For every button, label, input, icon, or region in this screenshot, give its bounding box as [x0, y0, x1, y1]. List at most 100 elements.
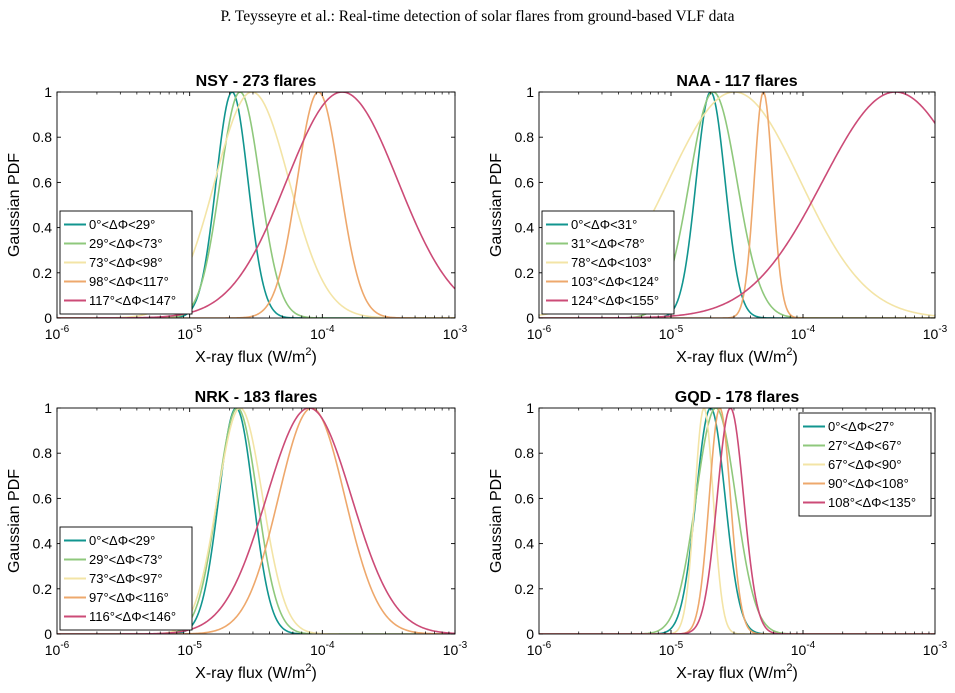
- x-tick-base: 10: [923, 326, 939, 342]
- x-tick-label: 10-3: [923, 324, 948, 342]
- y-tick-label: 0.2: [33, 581, 53, 597]
- x-tick-label: 10-4: [310, 324, 335, 342]
- legend-entry-3: 67°<ΔΦ<90°: [828, 457, 902, 472]
- legend-entry-5: 117°<ΔΦ<147°: [89, 293, 176, 308]
- x-tick-base: 10: [177, 326, 193, 342]
- y-tick-label: 0: [526, 310, 534, 326]
- x-tick-exponent: -6: [542, 640, 551, 651]
- series-line-4: [57, 92, 455, 318]
- x-axis-label-text-end: ): [793, 665, 798, 682]
- legend-entry-3: 78°<ΔΦ<103°: [571, 255, 652, 270]
- legend-entry-4: 103°<ΔΦ<124°: [571, 274, 659, 289]
- chart-title: NRK - 183 flares: [195, 389, 318, 406]
- x-axis-label-text-end: ): [793, 349, 798, 366]
- y-tick-label: 0.2: [515, 265, 535, 281]
- x-tick-label: 10-3: [443, 640, 468, 658]
- y-tick-label: 0.8: [515, 129, 535, 145]
- y-tick-label: 0: [526, 626, 534, 642]
- x-axis-label-text: X-ray flux (W/m: [676, 665, 786, 682]
- chart-title: NSY - 273 flares: [196, 73, 317, 90]
- x-tick-exponent: -5: [193, 640, 202, 651]
- x-tick-label: 10-4: [791, 324, 816, 342]
- x-tick-label: 10-4: [310, 640, 335, 658]
- x-axis-label-text: X-ray flux (W/m: [676, 349, 786, 366]
- legend: 0°<ΔΦ<27° 27°<ΔΦ<67° 67°<ΔΦ<90° 90°<ΔΦ<108°…: [798, 412, 932, 517]
- y-tick-label: 1: [44, 84, 52, 100]
- y-tick-label: 0.2: [33, 265, 53, 281]
- y-axis-label: Gaussian PDF: [6, 153, 23, 257]
- series-line-2: [539, 408, 935, 634]
- x-tick-base: 10: [923, 642, 939, 658]
- series-line-3: [57, 408, 455, 634]
- x-axis-label-superscript: 2: [786, 346, 792, 358]
- x-tick-label: 10-3: [443, 324, 468, 342]
- legend-entry-4: 90°<ΔΦ<108°: [828, 476, 909, 491]
- legend-entry-2: 29°<ΔΦ<73°: [89, 552, 163, 567]
- y-tick-label: 1: [526, 84, 534, 100]
- y-tick-label: 1: [526, 400, 534, 416]
- legend-entry-1: 0°<ΔΦ<29°: [89, 533, 155, 548]
- legend: 0°<ΔΦ<29° 29°<ΔΦ<73° 73°<ΔΦ<98° 98°<ΔΦ<117°…: [59, 210, 193, 315]
- legend-entry-5: 124°<ΔΦ<155°: [571, 293, 659, 308]
- y-tick-label: 0: [44, 310, 52, 326]
- legend: 0°<ΔΦ<31° 31°<ΔΦ<78° 78°<ΔΦ<103° 103°<ΔΦ<12…: [541, 210, 675, 315]
- x-tick-base: 10: [310, 326, 326, 342]
- axes-frame: [538, 91, 936, 319]
- x-axis-label: X-ray flux (W/m2): [195, 662, 317, 682]
- legend-entry-5: 116°<ΔΦ<146°: [89, 609, 176, 624]
- y-axis-label: Gaussian PDF: [488, 469, 505, 573]
- legend: 0°<ΔΦ<29° 29°<ΔΦ<73° 73°<ΔΦ<97° 97°<ΔΦ<116°…: [59, 526, 193, 631]
- x-tick-exponent: -6: [542, 324, 551, 335]
- legend-entry-2: 31°<ΔΦ<78°: [571, 236, 645, 251]
- y-tick-label: 0: [44, 626, 52, 642]
- x-tick-base: 10: [45, 642, 61, 658]
- x-axis-label-text: X-ray flux (W/m: [195, 349, 305, 366]
- x-tick-label: 10-5: [659, 324, 684, 342]
- x-tick-exponent: -3: [938, 640, 947, 651]
- series-line-5: [539, 408, 935, 634]
- y-tick-label: 0.8: [515, 445, 535, 461]
- x-tick-label: 10-5: [659, 640, 684, 658]
- series-line-4: [539, 408, 935, 634]
- y-tick-label: 0.6: [33, 174, 53, 190]
- x-tick-base: 10: [177, 642, 193, 658]
- legend-entry-1: 0°<ΔΦ<31°: [571, 217, 637, 232]
- y-tick-label: 0.2: [515, 581, 535, 597]
- x-axis-label: X-ray flux (W/m2): [676, 662, 798, 682]
- legend-entry-4: 97°<ΔΦ<116°: [89, 590, 169, 605]
- x-tick-base: 10: [443, 326, 459, 342]
- x-tick-base: 10: [659, 326, 675, 342]
- y-tick-label: 1: [44, 400, 52, 416]
- x-axis-label-text-end: ): [312, 349, 317, 366]
- x-tick-exponent: -4: [806, 324, 815, 335]
- chart-title: NAA - 117 flares: [676, 73, 797, 90]
- x-tick-exponent: -6: [60, 640, 69, 651]
- x-tick-label: 10-5: [177, 640, 202, 658]
- x-tick-label: 10-5: [177, 324, 202, 342]
- x-tick-exponent: -5: [674, 640, 683, 651]
- legend-entry-2: 27°<ΔΦ<67°: [828, 438, 902, 453]
- y-tick-label: 0.4: [33, 220, 53, 236]
- x-tick-exponent: -6: [60, 324, 69, 335]
- x-axis-label-text-end: ): [312, 665, 317, 682]
- x-tick-base: 10: [45, 326, 61, 342]
- running-header: P. Teysseyre et al.: Real-time detection…: [220, 8, 735, 25]
- x-tick-base: 10: [791, 642, 807, 658]
- legend-entry-1: 0°<ΔΦ<27°: [828, 419, 894, 434]
- series-line-1: [539, 92, 935, 318]
- series-line-2: [57, 408, 455, 634]
- chart-title: GQD - 178 flares: [675, 389, 800, 406]
- x-tick-label: 10-6: [527, 324, 552, 342]
- x-tick-label: 10-6: [45, 324, 70, 342]
- legend-box: [59, 526, 193, 631]
- x-tick-exponent: -3: [458, 324, 467, 335]
- x-tick-base: 10: [443, 642, 459, 658]
- x-tick-base: 10: [527, 642, 543, 658]
- x-axis-label: X-ray flux (W/m2): [676, 346, 798, 366]
- x-axis-label-superscript: 2: [305, 346, 311, 358]
- series-line-1: [539, 408, 935, 634]
- x-tick-label: 10-6: [45, 640, 70, 658]
